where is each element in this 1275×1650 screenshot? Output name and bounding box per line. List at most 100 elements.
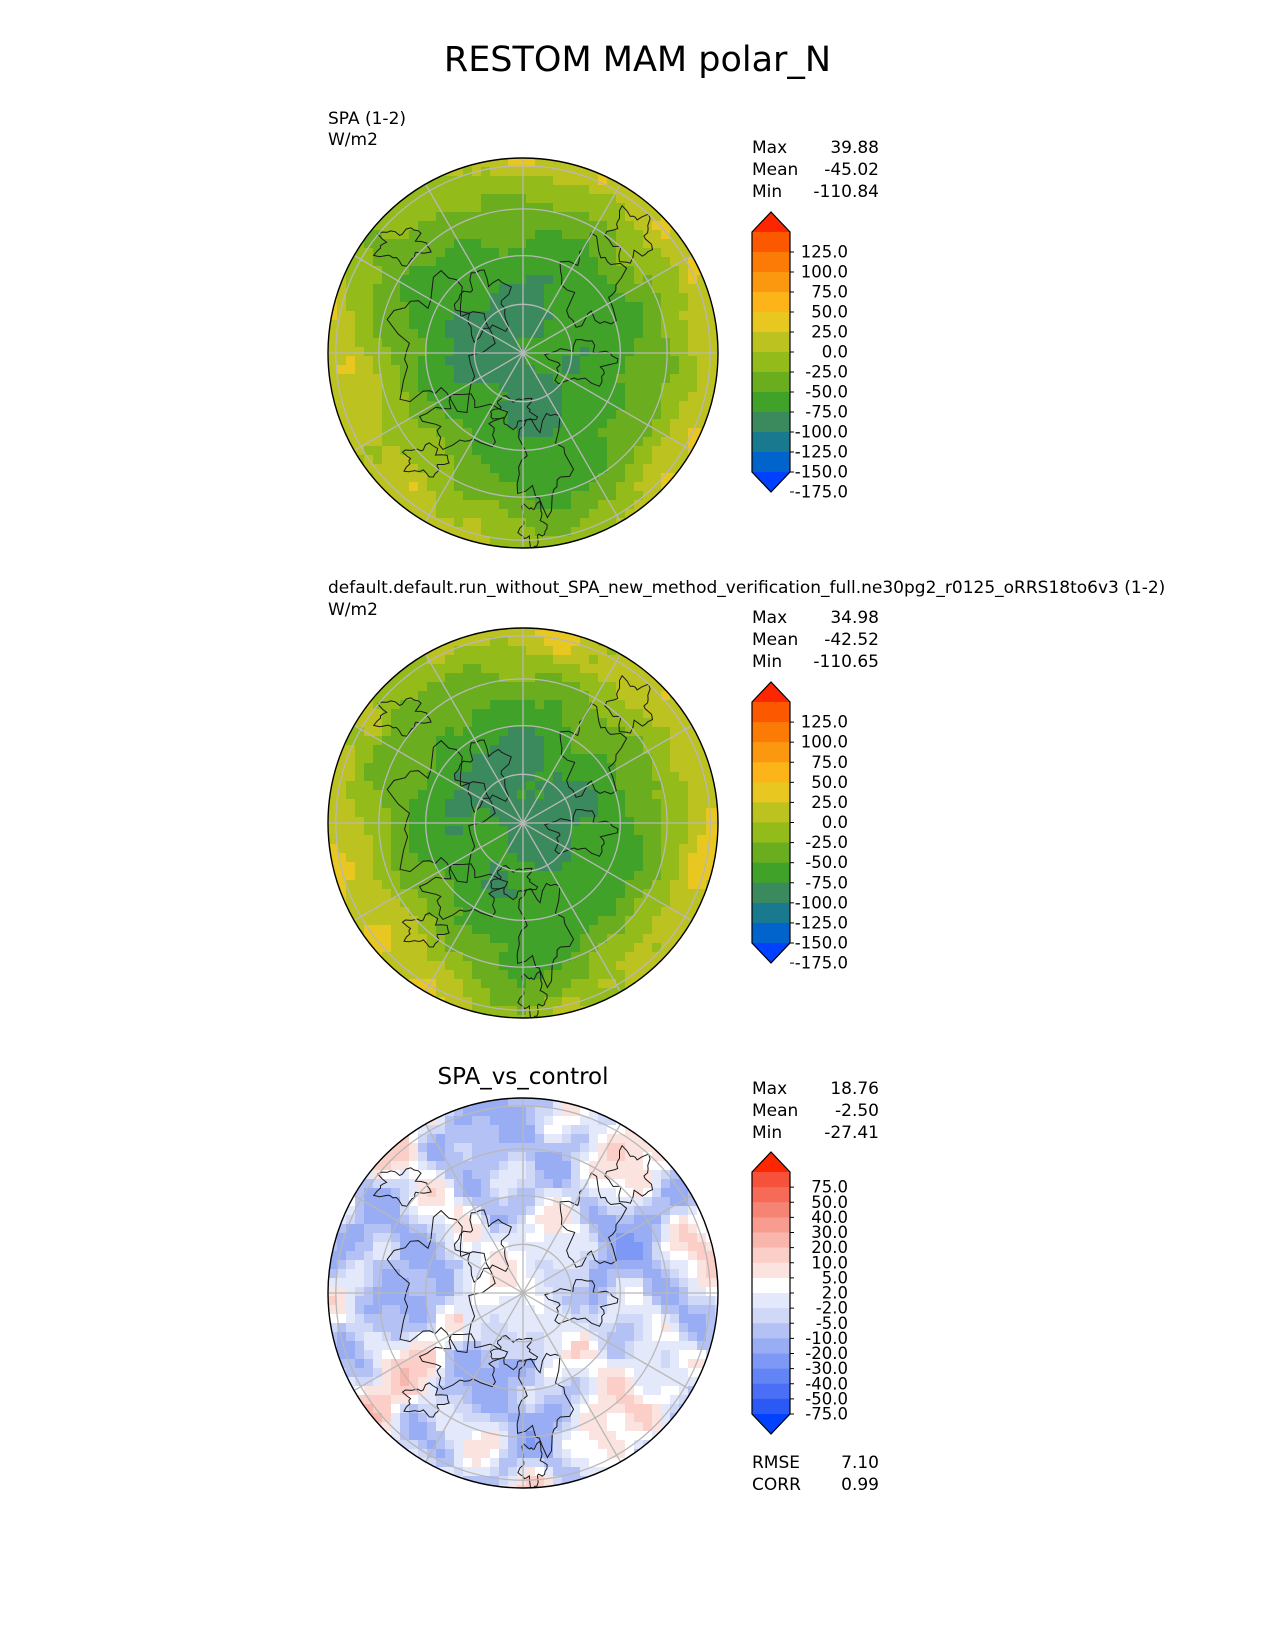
field-cell bbox=[436, 952, 446, 962]
field-cell bbox=[427, 1386, 437, 1396]
field-cell bbox=[445, 727, 455, 737]
field-cell bbox=[454, 1260, 464, 1270]
field-cell bbox=[418, 826, 428, 836]
field-cell bbox=[337, 1269, 347, 1279]
field-cell bbox=[445, 934, 455, 944]
field-cell bbox=[571, 934, 581, 944]
field-cell bbox=[427, 491, 437, 501]
field-cell bbox=[517, 1368, 527, 1378]
field-cell bbox=[553, 1278, 563, 1288]
field-cell bbox=[688, 1278, 698, 1288]
field-cell bbox=[517, 1161, 527, 1171]
field-cell bbox=[400, 835, 410, 845]
field-cell bbox=[328, 1260, 338, 1270]
field-cell bbox=[463, 673, 473, 683]
field-cell bbox=[481, 1458, 491, 1468]
field-cell bbox=[436, 248, 446, 258]
field-cell bbox=[697, 1332, 707, 1342]
field-cell bbox=[328, 835, 338, 845]
field-cell bbox=[490, 1386, 500, 1396]
field-cell bbox=[526, 230, 536, 240]
field-cell bbox=[499, 844, 509, 854]
field-cell bbox=[445, 880, 455, 890]
field-cell bbox=[634, 401, 644, 411]
field-cell bbox=[679, 781, 689, 791]
field-cell bbox=[598, 185, 608, 195]
field-cell bbox=[391, 491, 401, 501]
field-cell bbox=[562, 437, 572, 447]
field-cell bbox=[562, 464, 572, 474]
colorbar-bin bbox=[752, 722, 790, 743]
field-cell bbox=[436, 356, 446, 366]
field-cell bbox=[499, 1107, 509, 1117]
field-cell bbox=[625, 302, 635, 312]
field-cell bbox=[400, 907, 410, 917]
field-cell bbox=[544, 1458, 554, 1468]
field-cell bbox=[616, 320, 626, 330]
stat-rmse: RMSE 7.10 bbox=[752, 1452, 879, 1474]
field-cell bbox=[616, 1305, 626, 1315]
field-cell bbox=[427, 772, 437, 782]
colorbar-tick-label: 20.0 bbox=[811, 1238, 848, 1257]
field-cell bbox=[544, 889, 554, 899]
field-cell bbox=[409, 1314, 419, 1324]
field-cell bbox=[427, 880, 437, 890]
field-cell bbox=[418, 1143, 428, 1153]
field-cell bbox=[688, 1224, 698, 1234]
field-cell bbox=[526, 1125, 536, 1135]
field-cell bbox=[598, 646, 608, 656]
field-cell bbox=[652, 428, 662, 438]
field-cell bbox=[544, 1251, 554, 1261]
field-cell bbox=[679, 1233, 689, 1243]
field-cell bbox=[517, 1440, 527, 1450]
field-cell bbox=[436, 338, 446, 348]
field-cell bbox=[553, 1251, 563, 1261]
field-cell bbox=[526, 473, 536, 483]
field-cell bbox=[355, 446, 365, 456]
field-cell bbox=[481, 1278, 491, 1288]
field-cell bbox=[436, 311, 446, 321]
field-cell bbox=[400, 709, 410, 719]
field-cell bbox=[526, 1006, 536, 1016]
field-cell bbox=[481, 646, 491, 656]
field-cell bbox=[409, 916, 419, 926]
field-cell bbox=[364, 1206, 374, 1216]
field-cell bbox=[427, 1188, 437, 1198]
field-cell bbox=[490, 664, 500, 674]
field-cell bbox=[580, 320, 590, 330]
field-cell bbox=[589, 799, 599, 809]
field-cell bbox=[409, 925, 419, 935]
field-cell bbox=[535, 167, 545, 177]
field-cell bbox=[454, 853, 464, 863]
field-cell bbox=[625, 817, 635, 827]
field-cell bbox=[652, 1395, 662, 1405]
field-cell bbox=[571, 1395, 581, 1405]
field-cell bbox=[400, 338, 410, 348]
field-cell bbox=[400, 1242, 410, 1252]
field-cell bbox=[436, 437, 446, 447]
field-cell bbox=[580, 763, 590, 773]
field-cell bbox=[472, 203, 482, 213]
field-cell bbox=[670, 898, 680, 908]
field-cell bbox=[400, 925, 410, 935]
field-cell bbox=[490, 889, 500, 899]
field-cell bbox=[508, 428, 518, 438]
field-cell bbox=[355, 916, 365, 926]
field-cell bbox=[346, 1368, 356, 1378]
field-cell bbox=[508, 257, 518, 267]
field-cell bbox=[436, 898, 446, 908]
field-cell bbox=[544, 736, 554, 746]
field-cell bbox=[490, 1242, 500, 1252]
field-cell bbox=[634, 736, 644, 746]
field-cell bbox=[355, 718, 365, 728]
field-cell bbox=[418, 700, 428, 710]
field-cell bbox=[454, 302, 464, 312]
field-cell bbox=[346, 428, 356, 438]
field-cell bbox=[418, 682, 428, 692]
field-cell bbox=[562, 736, 572, 746]
field-cell bbox=[616, 1242, 626, 1252]
field-cell bbox=[616, 1431, 626, 1441]
field-cell bbox=[553, 1359, 563, 1369]
field-cell bbox=[382, 1233, 392, 1243]
field-cell bbox=[607, 988, 617, 998]
